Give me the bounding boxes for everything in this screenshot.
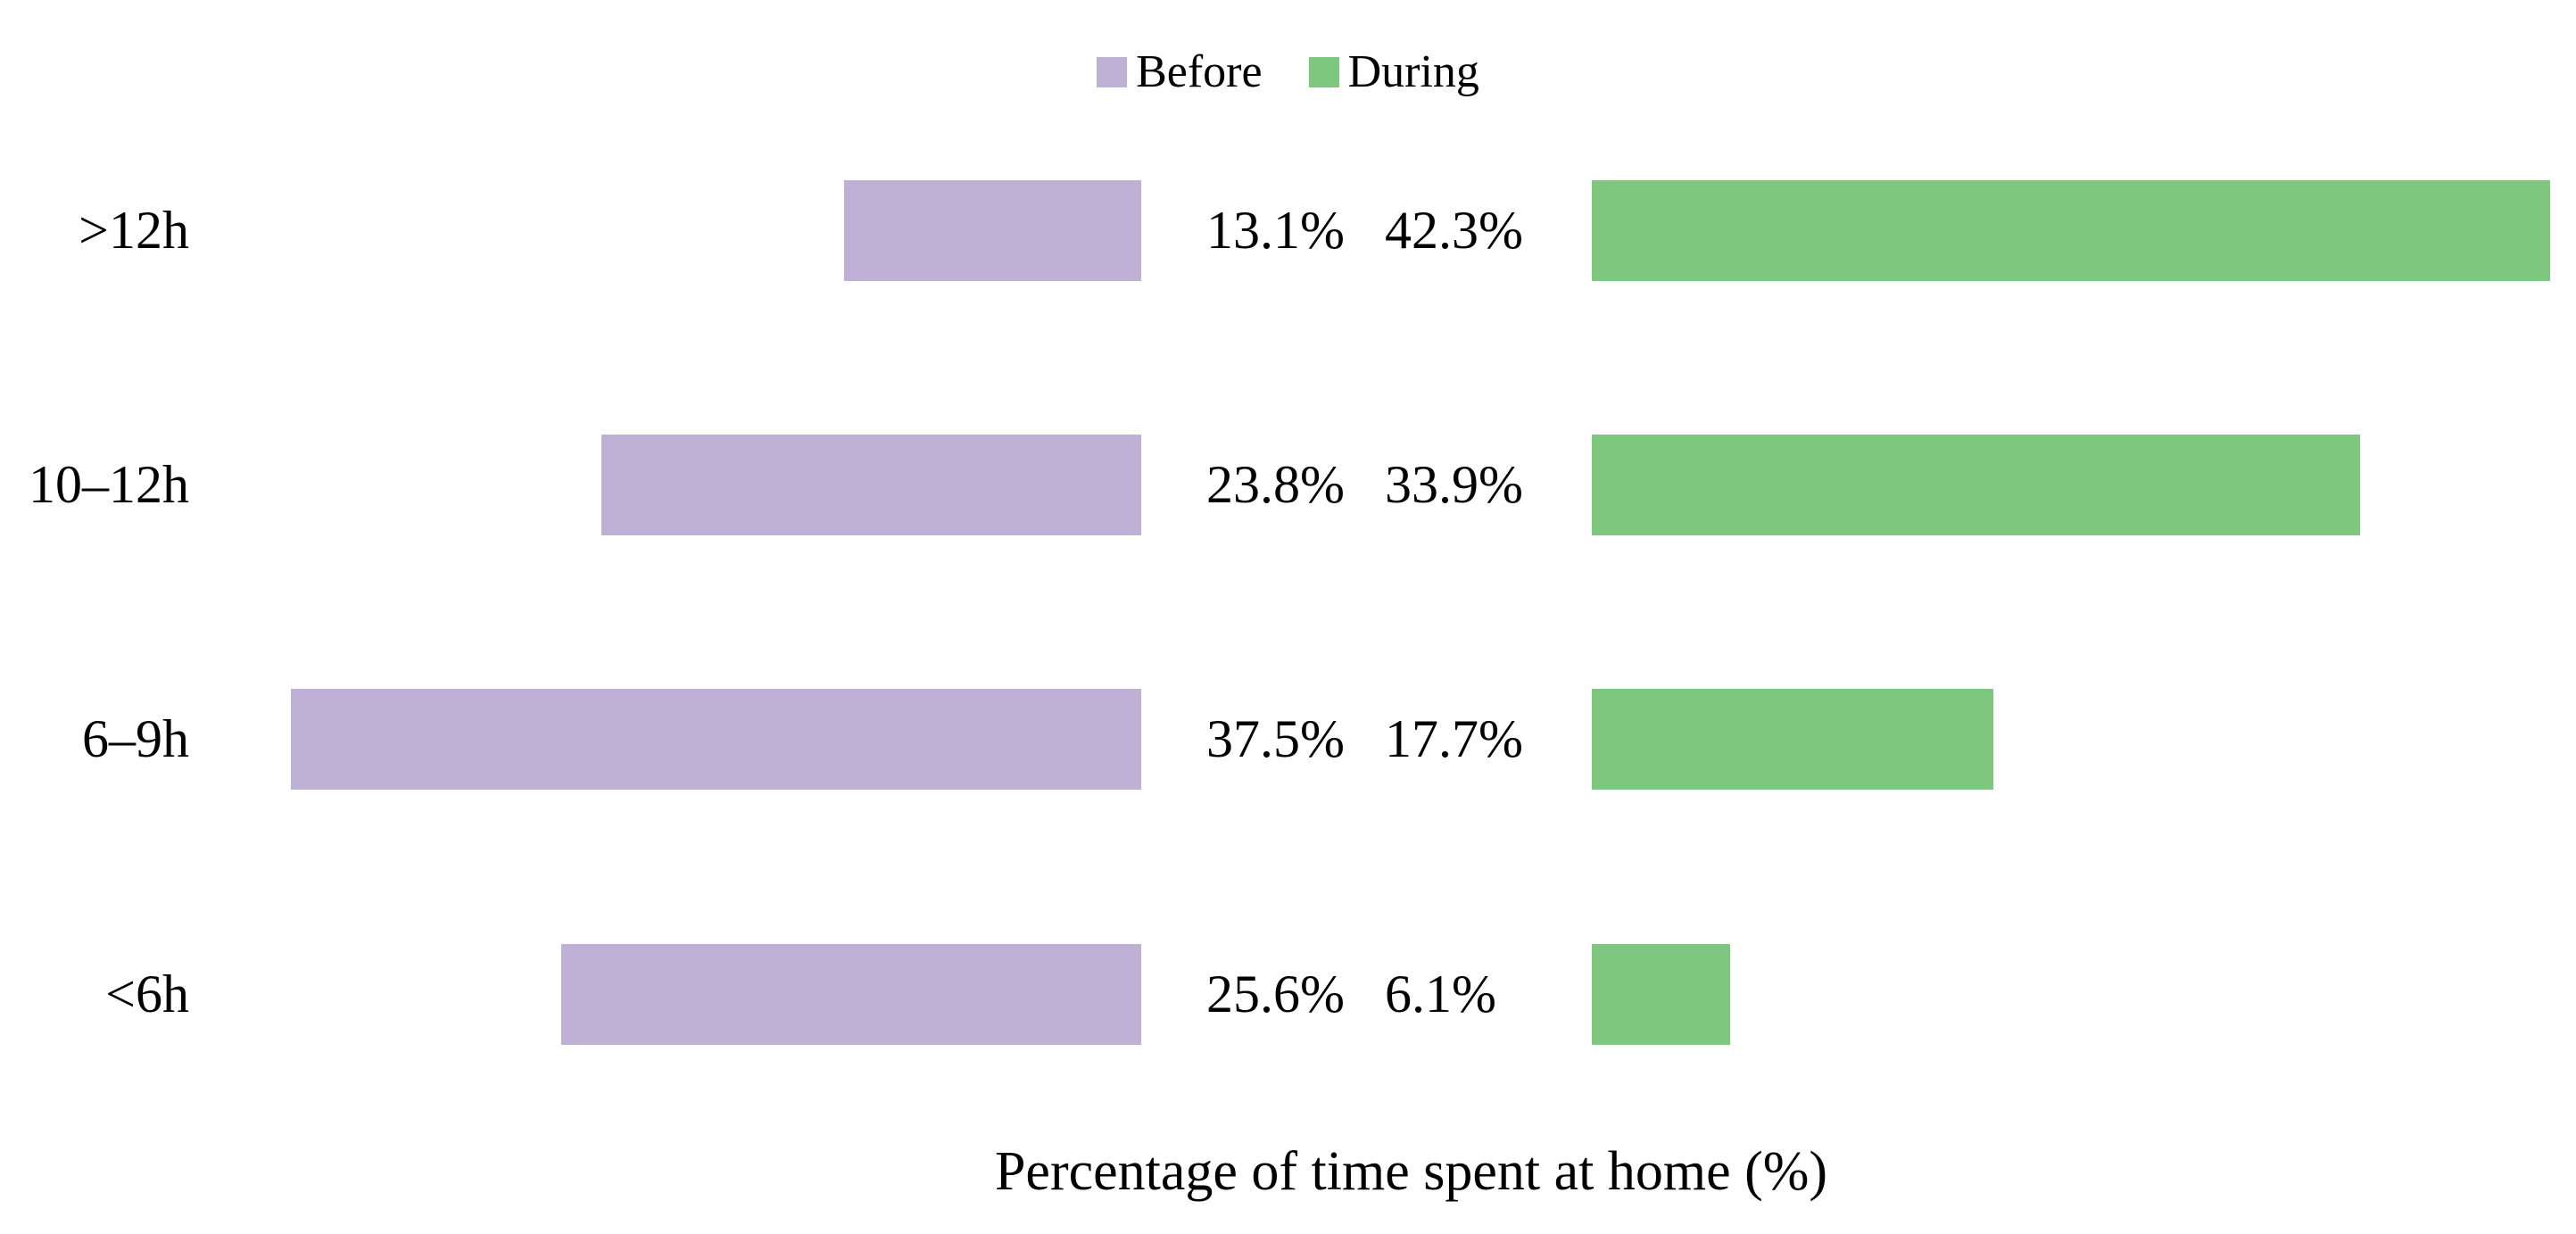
- chart-row: 6–9h 37.5% 17.7%: [0, 689, 2576, 790]
- chart-row: <6h 25.6% 6.1%: [0, 944, 2576, 1045]
- before-value-label: 25.6%: [1206, 965, 1345, 1023]
- category-label: 6–9h: [82, 709, 189, 768]
- legend-item-during: During: [1308, 46, 1479, 97]
- during-bar: [1592, 689, 1993, 790]
- during-bar: [1592, 944, 1730, 1045]
- before-value-label: 37.5%: [1206, 709, 1345, 768]
- during-value-label: 17.7%: [1385, 709, 1523, 768]
- before-bar: [601, 435, 1141, 535]
- chart-row: >12h 13.1% 42.3%: [0, 180, 2576, 281]
- during-value-label: 6.1%: [1385, 965, 1496, 1023]
- before-bar: [291, 689, 1141, 790]
- category-label: <6h: [105, 965, 189, 1023]
- during-bar: [1592, 435, 2360, 535]
- before-bar: [561, 944, 1141, 1045]
- during-value-label: 33.9%: [1385, 455, 1523, 514]
- category-label: >12h: [79, 201, 189, 260]
- category-label: 10–12h: [29, 455, 189, 514]
- during-swatch-icon: [1308, 57, 1339, 87]
- chart-legend: Before During: [0, 43, 2576, 102]
- legend-item-before: Before: [1097, 46, 1263, 97]
- chart-row: 10–12h 23.8% 33.9%: [0, 435, 2576, 535]
- before-value-label: 13.1%: [1206, 201, 1345, 260]
- before-bar: [844, 180, 1141, 281]
- legend-label-during: During: [1347, 46, 1479, 97]
- before-swatch-icon: [1097, 57, 1128, 87]
- during-bar: [1592, 180, 2550, 281]
- x-axis-title: Percentage of time spent at home (%): [994, 1141, 1828, 1202]
- during-value-label: 42.3%: [1385, 201, 1523, 260]
- before-value-label: 23.8%: [1206, 455, 1345, 514]
- legend-label-before: Before: [1136, 46, 1263, 97]
